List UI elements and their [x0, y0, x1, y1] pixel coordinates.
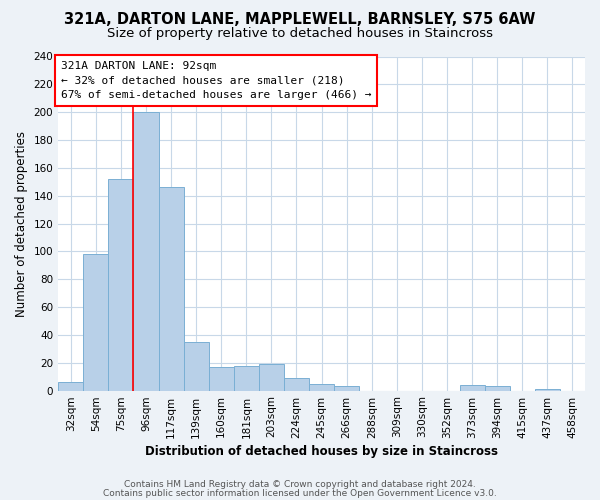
Text: Size of property relative to detached houses in Staincross: Size of property relative to detached ho… [107, 28, 493, 40]
Bar [284, 378, 309, 390]
Bar [133, 112, 158, 390]
Bar [83, 254, 109, 390]
Bar [535, 389, 560, 390]
X-axis label: Distribution of detached houses by size in Staincross: Distribution of detached houses by size … [145, 444, 498, 458]
Bar [309, 384, 334, 390]
Bar [460, 385, 485, 390]
Y-axis label: Number of detached properties: Number of detached properties [15, 130, 28, 316]
Bar [259, 364, 284, 390]
Bar [58, 382, 83, 390]
Bar [234, 366, 259, 390]
Bar [485, 386, 510, 390]
Bar [334, 386, 359, 390]
Text: 321A, DARTON LANE, MAPPLEWELL, BARNSLEY, S75 6AW: 321A, DARTON LANE, MAPPLEWELL, BARNSLEY,… [64, 12, 536, 28]
Bar [158, 188, 184, 390]
Bar [184, 342, 209, 390]
Text: Contains public sector information licensed under the Open Government Licence v3: Contains public sector information licen… [103, 488, 497, 498]
Bar [209, 367, 234, 390]
Bar [109, 179, 133, 390]
Text: 321A DARTON LANE: 92sqm
← 32% of detached houses are smaller (218)
67% of semi-d: 321A DARTON LANE: 92sqm ← 32% of detache… [61, 60, 371, 100]
Text: Contains HM Land Registry data © Crown copyright and database right 2024.: Contains HM Land Registry data © Crown c… [124, 480, 476, 489]
